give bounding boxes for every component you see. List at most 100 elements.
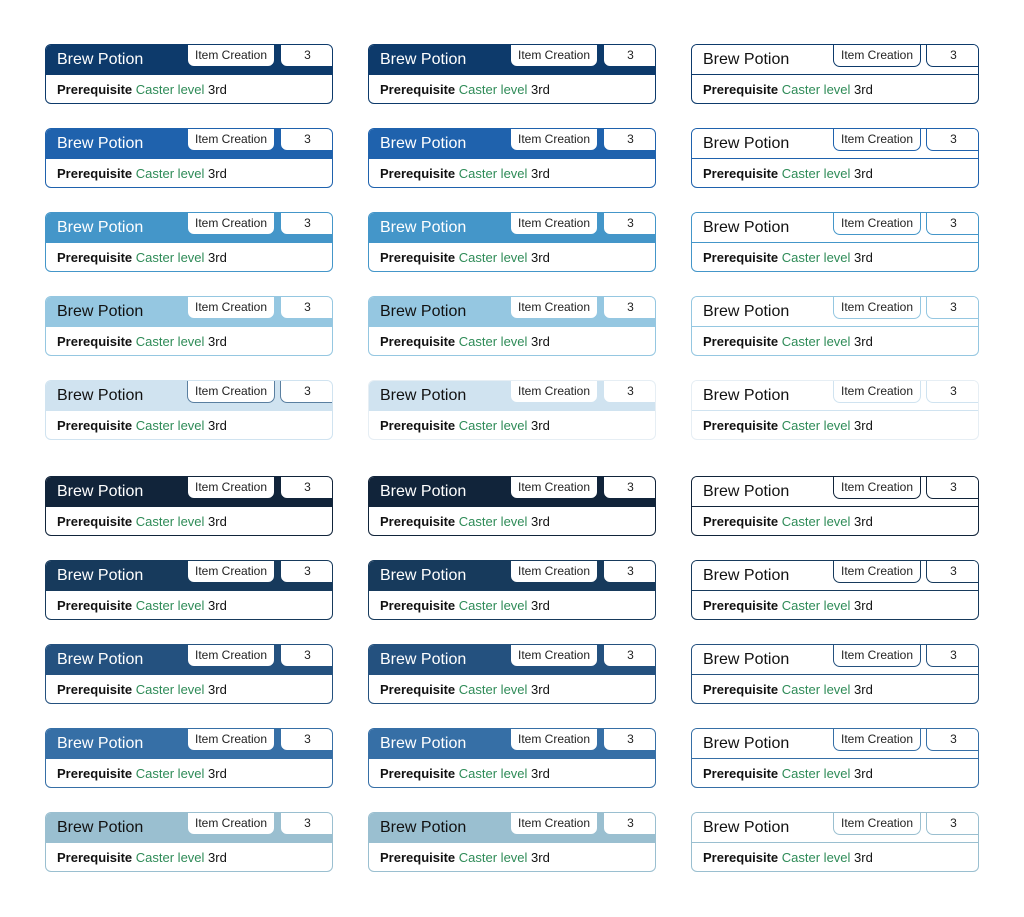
card-title: Brew Potion [57,483,144,500]
category-tag: Item Creation [187,813,275,835]
level-badge: 3 [926,297,978,319]
prerequisite-line: Prerequisite Caster level 3rd [369,507,655,535]
prerequisite-line: Prerequisite Caster level 3rd [692,843,978,871]
category-tag: Item Creation [510,813,598,835]
category-tag: Item Creation [510,561,598,583]
prerequisite-value: 3rd [208,82,227,97]
prerequisite-value: 3rd [531,766,550,781]
prerequisite-value: 3rd [854,766,873,781]
card-title: Brew Potion [380,303,467,320]
prerequisite-label: Prerequisite [703,514,779,529]
feat-card: Brew Potion Item Creation 3 Prerequisite Ca… [691,644,979,704]
prerequisite-label: Prerequisite [703,166,779,181]
prerequisite-label: Prerequisite [380,82,456,97]
prerequisite-value: 3rd [531,334,550,349]
card-header: Brew Potion Item Creation 3 [46,45,332,75]
prerequisite-label: Prerequisite [57,514,133,529]
level-badge: 3 [926,645,978,667]
feat-card: Brew Potion Item Creation 3 Prerequisite Ca… [368,380,656,440]
card-header: Brew Potion Item Creation 3 [692,729,978,759]
card-title: Brew Potion [57,651,144,668]
prerequisite-label: Prerequisite [380,514,456,529]
prerequisite-label: Prerequisite [703,334,779,349]
level-badge: 3 [603,813,655,835]
prerequisite-label: Prerequisite [380,766,456,781]
category-tag: Item Creation [187,645,275,667]
prerequisite-requirement: Caster level [135,418,205,433]
prerequisite-value: 3rd [854,418,873,433]
prerequisite-requirement: Caster level [135,514,205,529]
prerequisite-value: 3rd [208,166,227,181]
card-title: Brew Potion [703,819,790,836]
prerequisite-line: Prerequisite Caster level 3rd [46,411,332,439]
feat-card: Brew Potion Item Creation 3 Prerequisite Ca… [368,728,656,788]
prerequisite-value: 3rd [208,850,227,865]
prerequisite-value: 3rd [531,598,550,613]
card-header: Brew Potion Item Creation 3 [46,645,332,675]
level-badge: 3 [603,213,655,235]
feat-card: Brew Potion Item Creation 3 Prerequisite Ca… [45,812,333,872]
prerequisite-value: 3rd [531,418,550,433]
prerequisite-line: Prerequisite Caster level 3rd [369,675,655,703]
feat-card: Brew Potion Item Creation 3 Prerequisite Ca… [45,380,333,440]
card-title: Brew Potion [380,483,467,500]
prerequisite-label: Prerequisite [703,766,779,781]
feat-card: Brew Potion Item Creation 3 Prerequisite Ca… [45,44,333,104]
card-header: Brew Potion Item Creation 3 [46,813,332,843]
card-header: Brew Potion Item Creation 3 [692,645,978,675]
card-header: Brew Potion Item Creation 3 [369,381,655,411]
card-title: Brew Potion [703,735,790,752]
prerequisite-value: 3rd [854,166,873,181]
prerequisite-label: Prerequisite [380,682,456,697]
category-tag: Item Creation [187,561,275,583]
feat-card: Brew Potion Item Creation 3 Prerequisite Ca… [691,560,979,620]
prerequisite-requirement: Caster level [781,682,851,697]
feat-card: Brew Potion Item Creation 3 Prerequisite Ca… [691,44,979,104]
level-badge: 3 [926,129,978,151]
level-badge: 3 [280,213,332,235]
card-title: Brew Potion [703,303,790,320]
prerequisite-label: Prerequisite [703,682,779,697]
prerequisite-value: 3rd [531,514,550,529]
category-tag: Item Creation [510,297,598,319]
prerequisite-line: Prerequisite Caster level 3rd [46,159,332,187]
level-badge: 3 [280,729,332,751]
prerequisite-requirement: Caster level [781,250,851,265]
prerequisite-value: 3rd [854,82,873,97]
feat-card: Brew Potion Item Creation 3 Prerequisite Ca… [691,380,979,440]
prerequisite-value: 3rd [531,682,550,697]
category-tag: Item Creation [833,477,921,499]
category-tag: Item Creation [187,381,275,403]
card-header: Brew Potion Item Creation 3 [369,297,655,327]
prerequisite-value: 3rd [208,766,227,781]
feat-card: Brew Potion Item Creation 3 Prerequisite Ca… [45,560,333,620]
card-header: Brew Potion Item Creation 3 [692,213,978,243]
prerequisite-requirement: Caster level [135,850,205,865]
category-tag: Item Creation [510,645,598,667]
category-tag: Item Creation [510,381,598,403]
prerequisite-label: Prerequisite [57,250,133,265]
level-badge: 3 [926,213,978,235]
prerequisite-line: Prerequisite Caster level 3rd [46,675,332,703]
card-header: Brew Potion Item Creation 3 [692,813,978,843]
card-title: Brew Potion [380,651,467,668]
category-tag: Item Creation [187,729,275,751]
prerequisite-value: 3rd [208,514,227,529]
category-tag: Item Creation [187,213,275,235]
level-badge: 3 [603,297,655,319]
prerequisite-line: Prerequisite Caster level 3rd [692,159,978,187]
card-title: Brew Potion [57,387,144,404]
card-title: Brew Potion [703,387,790,404]
level-badge: 3 [603,729,655,751]
feat-card: Brew Potion Item Creation 3 Prerequisite Ca… [45,728,333,788]
prerequisite-line: Prerequisite Caster level 3rd [369,759,655,787]
prerequisite-line: Prerequisite Caster level 3rd [692,75,978,103]
feat-card: Brew Potion Item Creation 3 Prerequisite Ca… [691,812,979,872]
card-header: Brew Potion Item Creation 3 [46,729,332,759]
prerequisite-requirement: Caster level [781,166,851,181]
prerequisite-value: 3rd [531,250,550,265]
prerequisite-label: Prerequisite [380,166,456,181]
card-title: Brew Potion [380,51,467,68]
prerequisite-label: Prerequisite [57,766,133,781]
category-tag: Item Creation [510,213,598,235]
